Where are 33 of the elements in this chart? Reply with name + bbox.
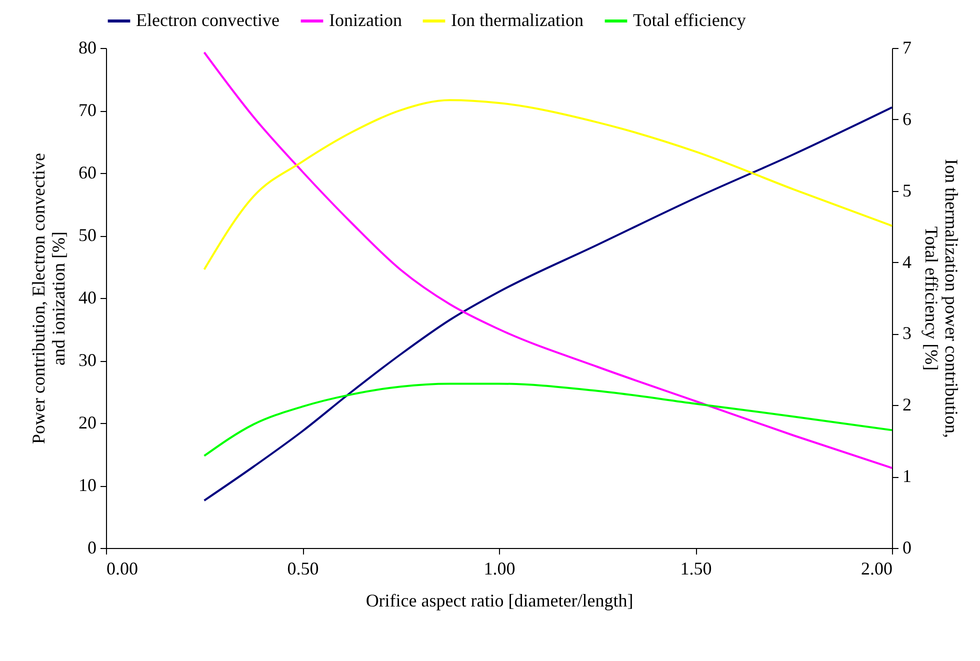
y-tick-label: 50 (78, 225, 96, 245)
legend-label: Ionization (329, 10, 402, 30)
y2-tick-label: 1 (902, 466, 912, 486)
line-series (203, 99, 893, 270)
y-tick-label: 80 (78, 38, 96, 58)
y-tick-label: 0 (88, 538, 96, 558)
x-tick-label: 0.00 (106, 558, 138, 578)
y-tick-label: 30 (78, 350, 96, 370)
y-tick-label: 60 (78, 162, 96, 182)
line-series (203, 51, 893, 469)
x-axis-title: Orifice aspect ratio [diameter/length] (366, 590, 634, 610)
line-series (203, 106, 893, 502)
y2-tick-label: 0 (902, 538, 912, 558)
x-tick-label: 0.50 (287, 558, 319, 578)
legend-label: Ion thermalization (451, 10, 584, 30)
y-tick-label: 10 (78, 475, 96, 495)
x-tick-label: 1.50 (680, 558, 712, 578)
legend-label: Total efficiency (633, 10, 746, 30)
x-tick-label: 2.00 (861, 558, 892, 578)
y-tick-label: 20 (78, 412, 96, 432)
y-tick-label: 40 (78, 288, 96, 308)
y2-axis-title: Ion thermalization power contribution, Total efficiency [%] (922, 159, 962, 438)
y2-tick-label: 3 (902, 323, 912, 344)
x-tick-label: 1.00 (484, 558, 516, 578)
y2-tick-label: 2 (902, 394, 912, 415)
y2-tick-label: 6 (902, 108, 912, 129)
legend-label: Electron convective (136, 10, 280, 30)
y2-tick-label: 4 (902, 252, 912, 272)
line-series (203, 382, 893, 457)
y-axis-title: Power contribution, Electron convective and ionization [%] (28, 153, 68, 444)
y-tick-label: 70 (78, 100, 96, 120)
y2-tick-label: 7 (902, 38, 912, 58)
y2-tick-label: 5 (902, 180, 912, 200)
